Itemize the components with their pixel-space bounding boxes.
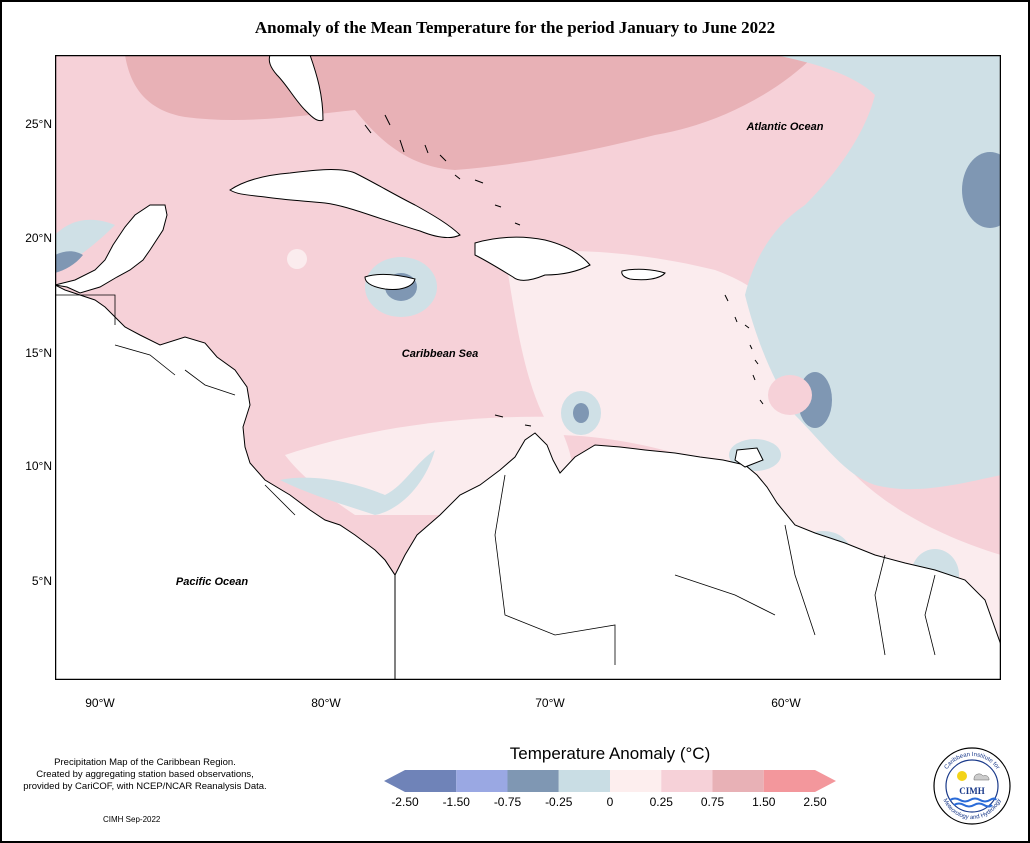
credit-line-3: provided by CariCOF, with NCEP/NCAR Rean… <box>23 781 267 792</box>
country-borders <box>55 294 936 665</box>
legend-bin-5 <box>661 770 713 792</box>
anomaly-spot-cayman <box>287 249 307 269</box>
legend-label-6: 0.75 <box>700 795 725 809</box>
land-florida <box>268 55 324 122</box>
border-french-guiana <box>924 574 936 656</box>
credit-line-2: Created by aggregating station based obs… <box>36 769 254 780</box>
legend-arrow-high <box>815 770 836 792</box>
legend-label-1: -1.50 <box>442 795 470 809</box>
logo-name: CIMH <box>959 786 985 796</box>
land-puerto-rico <box>621 268 666 281</box>
land-jamaica <box>364 274 416 290</box>
border-colombia-panama <box>384 559 396 576</box>
legend-label-3: -0.25 <box>545 795 573 809</box>
waves-icon <box>949 797 997 803</box>
anomaly-blob-cool-yucatan <box>55 251 83 273</box>
cloud-icon <box>973 773 990 781</box>
legend-label-5: 0.25 <box>649 795 673 809</box>
land-trinidad <box>734 447 764 468</box>
border-venezuela-brazil <box>674 574 776 616</box>
islands-abc <box>494 414 532 427</box>
border-suriname <box>874 554 886 656</box>
land-hispaniola <box>474 236 591 281</box>
map-title: Anomaly of the Mean Temperature for the … <box>254 18 776 37</box>
legend-colorbar <box>384 770 836 792</box>
lon-tick-60w: 60°W <box>771 696 801 710</box>
anomaly-blob-cool-curacao <box>573 403 589 423</box>
legend-arrow-low <box>384 770 405 792</box>
lat-tick-15n: 15°N <box>25 346 52 360</box>
legend-label-7: 1.50 <box>752 795 776 809</box>
islands-lesser-antilles <box>724 294 764 405</box>
lat-tick-5n: 5°N <box>31 574 52 588</box>
land-outlines <box>55 55 1001 680</box>
islands-bahamas <box>364 114 521 226</box>
legend-label-8: 2.50 <box>803 795 827 809</box>
credit-text: Precipitation Map of the Caribbean Regio… <box>0 757 290 793</box>
anomaly-blob-cool-atlantic-ne <box>962 152 1001 228</box>
anomaly-map: Atlantic Ocean Caribbean Sea Pacific Oce… <box>55 55 1001 680</box>
land-yucatan <box>55 204 168 294</box>
legend-label-4: 0 <box>606 795 614 809</box>
land-central-america <box>55 284 396 680</box>
legend-bin-7 <box>763 770 815 792</box>
border-guyana <box>784 524 816 636</box>
legend-bin-0 <box>405 770 457 792</box>
land-cuba <box>229 169 461 239</box>
anomaly-spot-barbados <box>768 375 812 415</box>
legend-bin-3 <box>558 770 610 792</box>
legend-label-0: -2.50 <box>391 795 419 809</box>
small-islands <box>364 114 764 427</box>
legend-label-2: -0.75 <box>493 795 522 809</box>
legend-bin-4 <box>610 770 662 792</box>
land-south-america <box>394 432 1001 680</box>
anomaly-field-cool-panama <box>280 450 435 515</box>
border-guatemala <box>114 344 176 376</box>
lon-tick-80w: 80°W <box>311 696 341 710</box>
lon-tick-90w: 90°W <box>85 696 115 710</box>
legend-title: Temperature Anomaly (°C) <box>509 744 711 763</box>
lat-tick-20n: 20°N <box>25 231 52 245</box>
label-atlantic-ocean: Atlantic Ocean <box>745 121 823 133</box>
lat-tick-10n: 10°N <box>25 459 52 473</box>
credit-stamp: CIMH Sep-2022 <box>103 815 161 824</box>
label-caribbean-sea: Caribbean Sea <box>402 348 478 360</box>
waves-icon-lower <box>953 802 993 808</box>
lat-tick-25n: 25°N <box>25 117 52 131</box>
border-mexico <box>55 294 116 325</box>
border-colombia-venezuela <box>494 474 616 665</box>
sun-icon <box>957 771 967 781</box>
credit-line-1: Precipitation Map of the Caribbean Regio… <box>54 757 236 768</box>
legend-bin-2 <box>507 770 559 792</box>
border-costa-rica <box>264 484 296 516</box>
cimh-logo: Caribbean Institute for Meteorology and … <box>933 747 1011 825</box>
map-border <box>55 55 1001 680</box>
legend-bin-1 <box>456 770 508 792</box>
label-pacific-ocean: Pacific Ocean <box>176 576 248 588</box>
border-honduras <box>184 369 236 396</box>
legend-bin-6 <box>712 770 764 792</box>
lon-tick-70w: 70°W <box>535 696 565 710</box>
